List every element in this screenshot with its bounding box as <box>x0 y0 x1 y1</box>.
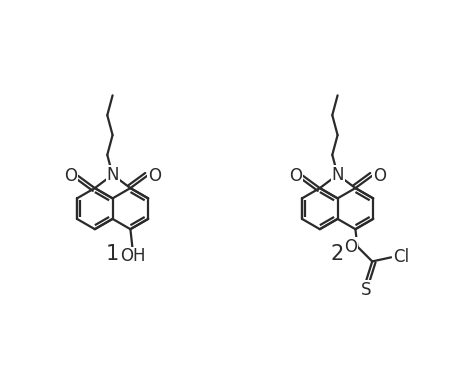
Text: OH: OH <box>120 247 145 265</box>
Text: 2: 2 <box>331 244 344 264</box>
Text: O: O <box>148 167 161 185</box>
Text: O: O <box>373 167 386 185</box>
Text: O: O <box>64 167 77 185</box>
Text: S: S <box>361 281 371 299</box>
Text: O: O <box>344 238 357 256</box>
Text: Cl: Cl <box>393 248 409 266</box>
Text: N: N <box>106 166 119 184</box>
Text: O: O <box>289 167 302 185</box>
Text: N: N <box>331 166 344 184</box>
Text: 1: 1 <box>106 244 119 264</box>
